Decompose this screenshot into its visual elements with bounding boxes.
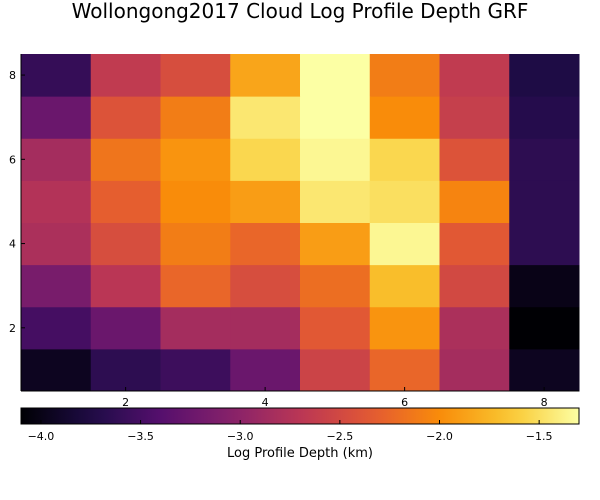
heatmap-cell [230,306,301,350]
colorbar-tick-label: −4.0 [28,430,55,443]
colorbar-ticks: −4.0 −3.5 −3.0 −2.5 −2.0 −1.5 [28,420,553,443]
heatmap-cell [90,306,161,350]
heatmap-cell [230,138,301,181]
colorbar-tick-label: −3.5 [127,430,154,443]
heatmap-cell [21,222,92,266]
heatmap-cell [509,264,580,308]
heatmap-cell [300,54,371,97]
heatmap-cell [439,54,510,97]
heatmap-cell [21,180,92,223]
heatmap-cell [160,138,231,181]
heatmap-cell [509,54,580,97]
heatmap-cell [160,96,231,139]
x-tick-label: 6 [401,396,408,409]
heatmap-cell [90,138,161,181]
x-tick-label: 2 [122,396,129,409]
heatmap-cell [21,138,92,181]
heatmap-cell [21,348,92,392]
heatmap-cell [230,54,301,97]
heatmap-cell [509,306,580,350]
heatmap-cell [21,306,92,350]
colorbar-tick-label: −1.5 [526,430,553,443]
x-axis-ticks: 2 4 6 8 [122,387,548,409]
colorbar [20,407,580,425]
heatmap-cell [439,348,510,392]
heatmap-cell [160,306,231,350]
heatmap-cell [160,222,231,266]
heatmap-cell [300,180,371,223]
heatmap-cells [21,54,580,392]
heatmap-cell [369,222,440,266]
heatmap-cell [90,348,161,392]
heatmap-cell [230,96,301,139]
heatmap-cell [230,264,301,308]
heatmap-cell [230,180,301,223]
heatmap-cell [509,180,580,223]
heatmap-cell [90,54,161,97]
y-tick-label: 6 [9,153,16,166]
y-axis-ticks: 2 4 6 8 [9,69,25,335]
heatmap-cell [300,138,371,181]
colorbar-tick-label: −2.5 [326,430,353,443]
colorbar-tick-label: −3.0 [227,430,254,443]
heatmap-cell [21,96,92,139]
heatmap-cell [509,138,580,181]
heatmap-cell [300,96,371,139]
x-tick-label: 4 [262,396,269,409]
heatmap-cell [90,180,161,223]
heatmap-cell [509,96,580,139]
heatmap-cell [90,264,161,308]
heatmap-cell [509,222,580,266]
heatmap-cell [509,348,580,392]
chart-title: Wollongong2017 Cloud Log Profile Depth G… [72,0,529,23]
heatmap-cell [160,180,231,223]
heatmap-cell [90,96,161,139]
heatmap-cell [439,138,510,181]
heatmap-cell [160,54,231,97]
heatmap-cell [160,348,231,392]
heatmap-cell [369,138,440,181]
x-tick-label: 8 [541,396,548,409]
heatmap-cell [369,180,440,223]
heatmap-cell [90,222,161,266]
heatmap-cell [439,306,510,350]
colorbar-tick-label: −2.0 [426,430,453,443]
heatmap-cell [369,54,440,97]
y-tick-label: 2 [9,322,16,335]
heatmap-cell [439,222,510,266]
colorbar-label: Log Profile Depth (km) [227,446,373,461]
heatmap-cell [439,180,510,223]
y-tick-label: 4 [9,238,16,251]
heatmap-cell [300,306,371,350]
heatmap-cell [439,96,510,139]
heatmap-cell [439,264,510,308]
heatmap-cell [300,222,371,266]
heatmap-cell [160,264,231,308]
heatmap-cell [369,306,440,350]
heatmap-cell [300,264,371,308]
heatmap-cell [300,348,371,392]
heatmap-cell [21,264,92,308]
y-tick-label: 8 [9,69,16,82]
heatmap-cell [369,96,440,139]
heatmap-cell [230,348,301,392]
heatmap-cell [369,264,440,308]
heatmap-cell [230,222,301,266]
heatmap-cell [21,54,92,97]
heatmap-cell [369,348,440,392]
